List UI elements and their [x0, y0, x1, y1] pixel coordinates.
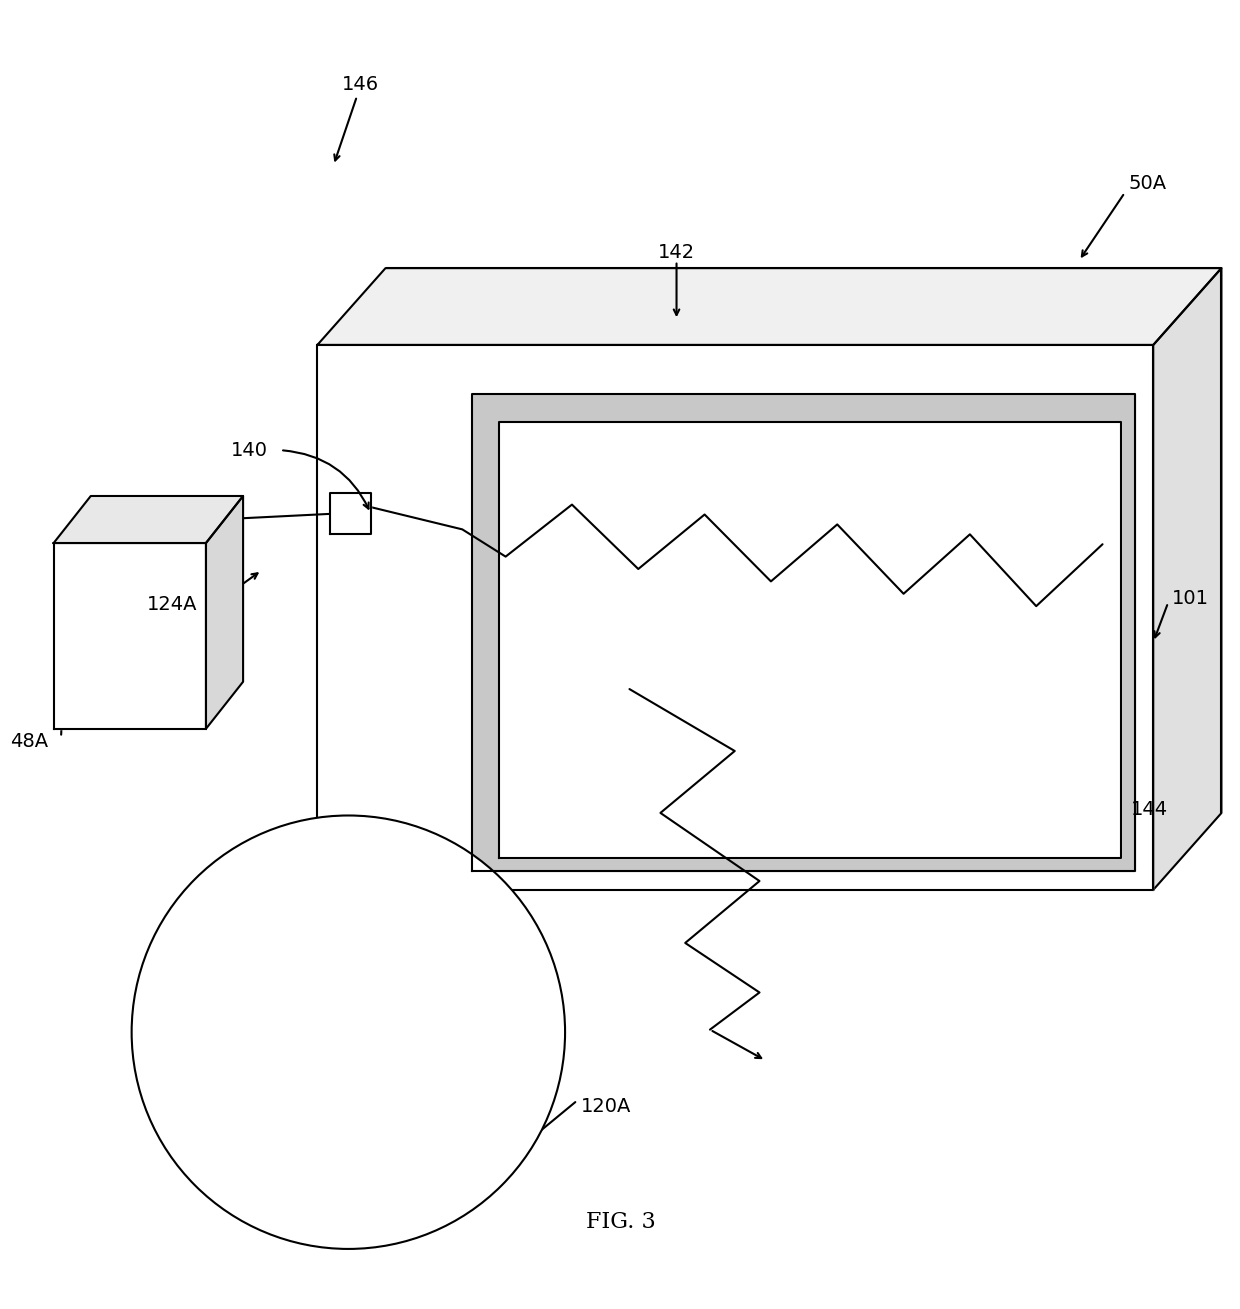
Text: 140: 140: [231, 441, 268, 459]
Text: 144: 144: [1131, 800, 1168, 819]
Text: 124A: 124A: [146, 596, 197, 614]
Text: 101: 101: [1172, 589, 1209, 609]
Text: 146: 146: [342, 76, 379, 94]
Polygon shape: [317, 268, 1221, 344]
Polygon shape: [1153, 268, 1221, 890]
Polygon shape: [500, 421, 1121, 857]
Text: 120A: 120A: [582, 1097, 631, 1117]
Text: 50A: 50A: [1128, 174, 1167, 194]
Text: FIG. 3: FIG. 3: [587, 1211, 656, 1233]
Ellipse shape: [131, 816, 565, 1249]
Polygon shape: [53, 543, 206, 729]
Polygon shape: [472, 394, 1135, 872]
Polygon shape: [53, 496, 243, 543]
Text: 48A: 48A: [11, 732, 48, 750]
Polygon shape: [206, 496, 243, 729]
Text: 142: 142: [658, 242, 696, 262]
Polygon shape: [330, 493, 371, 534]
Polygon shape: [317, 344, 1153, 890]
